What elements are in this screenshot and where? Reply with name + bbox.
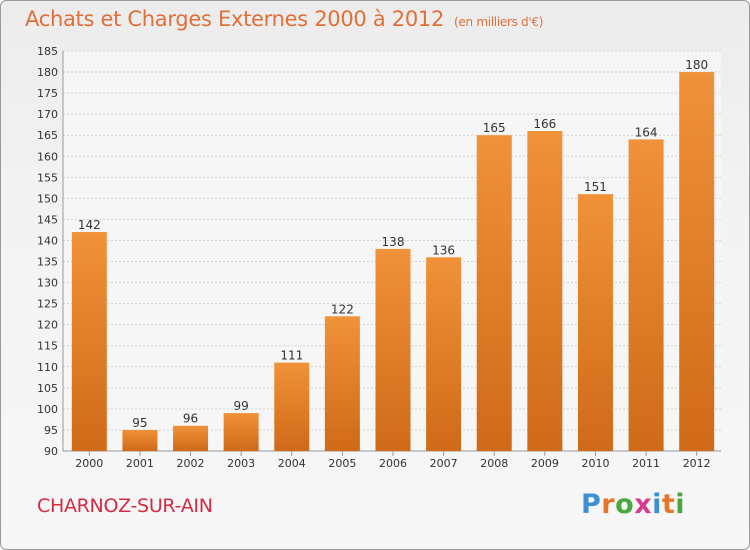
x-tick-label: 2002 [177,457,205,470]
y-tick-label: 180 [37,66,58,79]
data-label: 180 [685,58,708,72]
bar [375,248,411,451]
bar [679,72,715,451]
x-tick-label: 2010 [581,457,609,470]
y-tick-label: 165 [37,129,58,142]
proxiti-logo: Proxiti [581,489,685,520]
y-tick-label: 155 [37,171,58,184]
chart-title: Achats et Charges Externes 2000 à 2012 (e… [25,7,544,31]
y-tick-label: 140 [37,234,58,247]
y-tick-label: 175 [37,87,58,100]
location-name: CHARNOZ-SUR-AIN [37,495,213,517]
data-label: 96 [183,412,198,426]
x-tick-label: 2011 [632,457,660,470]
bar [628,139,664,451]
data-label: 151 [584,180,607,194]
data-label: 136 [432,243,455,257]
bar [122,429,158,451]
x-tick-label: 2008 [480,457,508,470]
x-tick-label: 2003 [227,457,255,470]
bar [223,413,259,451]
x-tick-label: 2006 [379,457,407,470]
x-tick-label: 2007 [430,457,458,470]
data-label: 165 [483,121,506,135]
y-tick-label: 90 [44,445,58,458]
data-label: 122 [331,302,354,316]
bar [324,316,360,451]
bar [476,135,512,452]
y-tick-label: 185 [37,45,58,58]
y-tick-label: 170 [37,108,58,121]
chart-unit: (en milliers d'€) [454,15,544,29]
data-label: 164 [635,125,658,139]
x-tick-label: 2009 [531,457,559,470]
y-tick-label: 100 [37,403,58,416]
y-tick-label: 110 [37,361,58,374]
logo-letter: r [601,489,616,520]
logo-letter: P [581,489,602,520]
y-tick-label: 120 [37,319,58,332]
logo-letter: i [652,489,662,520]
x-tick-label: 2000 [75,457,103,470]
bar [527,131,563,451]
y-tick-label: 135 [37,256,58,269]
bar [426,257,462,451]
logo-letter: t [661,489,676,520]
bar [274,362,310,451]
data-label: 95 [132,416,147,430]
y-tick-label: 115 [37,340,58,353]
y-tick-label: 160 [37,150,58,163]
x-tick-label: 2001 [126,457,154,470]
x-tick-label: 2004 [278,457,306,470]
data-label: 142 [78,218,101,232]
data-label: 111 [280,349,303,363]
data-label: 166 [533,117,556,131]
logo-letter: x [634,489,653,520]
x-tick-label: 2012 [683,457,711,470]
logo-letter: i [675,489,686,520]
x-tick-label: 2005 [328,457,356,470]
data-label: 99 [234,399,249,413]
bar [71,232,107,451]
y-tick-label: 145 [37,213,58,226]
data-label: 138 [382,235,405,249]
y-tick-label: 95 [44,424,58,437]
y-tick-label: 105 [37,382,58,395]
logo-letter: o [615,489,635,520]
y-tick-label: 150 [37,192,58,205]
y-tick-label: 125 [37,298,58,311]
bar [173,425,209,451]
y-tick-label: 130 [37,277,58,290]
bar [577,194,613,451]
